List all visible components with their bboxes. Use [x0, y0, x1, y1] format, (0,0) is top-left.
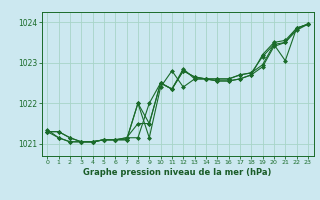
X-axis label: Graphe pression niveau de la mer (hPa): Graphe pression niveau de la mer (hPa) [84, 168, 272, 177]
